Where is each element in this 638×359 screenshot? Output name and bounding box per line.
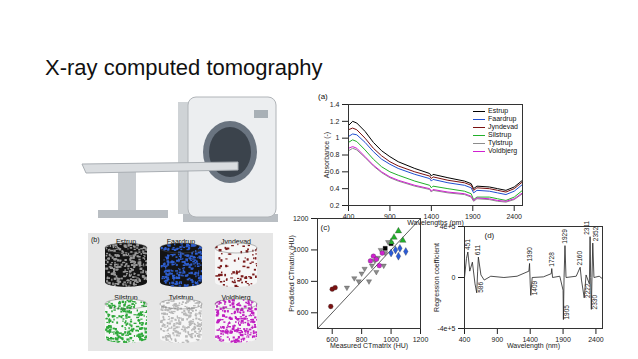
svg-text:Faardrup: Faardrup <box>166 238 196 245</box>
html-text:Tylstrup: Tylstrup <box>488 139 513 146</box>
svg-text:(d): (d) <box>485 231 495 240</box>
svg-text:0.6: 0.6 <box>330 168 340 175</box>
svg-text:900: 900 <box>384 213 396 220</box>
html-text:Voldbjerg: Voldbjerg <box>488 147 518 154</box>
svg-text:400: 400 <box>459 336 471 343</box>
svg-text:4e+5: 4e+5 <box>440 223 456 230</box>
svg-text:Wavelength (nm): Wavelength (nm) <box>507 342 560 350</box>
svg-text:Estrup: Estrup <box>115 238 137 245</box>
svg-text:2352: 2352 <box>592 226 599 241</box>
svg-text:-4e+5: -4e+5 <box>437 325 455 332</box>
svg-text:1929: 1929 <box>561 229 568 244</box>
svg-text:1900: 1900 <box>465 213 481 220</box>
svg-text:Voldbjerg: Voldbjerg <box>221 294 251 301</box>
svg-text:Tylstrup: Tylstrup <box>168 294 194 301</box>
svg-text:1000: 1000 <box>383 336 399 344</box>
svg-text:1200: 1200 <box>413 336 429 343</box>
svg-text:1900: 1900 <box>555 336 571 344</box>
svg-text:800: 800 <box>297 278 309 285</box>
svg-text:1409: 1409 <box>531 281 538 296</box>
svg-text:2160: 2160 <box>576 251 583 266</box>
svg-text:800: 800 <box>355 336 368 344</box>
svg-text:1200: 1200 <box>293 215 309 222</box>
svg-text:451: 451 <box>464 239 471 250</box>
svg-text:Predicted CTmatrix (HU): Predicted CTmatrix (HU) <box>288 235 296 312</box>
svg-text:1.4: 1.4 <box>330 101 340 108</box>
svg-text:1400: 1400 <box>423 213 440 221</box>
svg-text:586: 586 <box>477 282 484 293</box>
svg-text:1000: 1000 <box>292 246 309 254</box>
html-text:Silstrup: Silstrup <box>488 131 512 138</box>
svg-text:600: 600 <box>326 336 339 344</box>
svg-text:2400: 2400 <box>506 213 522 220</box>
svg-text:(c): (c) <box>321 223 331 232</box>
svg-text:600: 600 <box>297 309 309 316</box>
svg-text:2222: 2222 <box>584 283 591 298</box>
html-text:(a): (a) <box>318 92 328 101</box>
html-text:X-ray computed tomography: X-ray computed tomography <box>45 55 323 80</box>
svg-text:1390: 1390 <box>526 247 533 262</box>
svg-text:1.2: 1.2 <box>330 118 340 125</box>
svg-text:Regression coefficient: Regression coefficient <box>433 243 441 312</box>
svg-text:900: 900 <box>492 336 504 343</box>
svg-text:0.8: 0.8 <box>330 151 340 158</box>
svg-text:2330: 2330 <box>591 295 598 310</box>
svg-text:Measured CTmatrix (HU): Measured CTmatrix (HU) <box>330 342 408 350</box>
html-text:Faardrup: Faardrup <box>488 115 517 122</box>
svg-text:611: 611 <box>474 244 481 255</box>
svg-text:1400: 1400 <box>522 336 538 344</box>
svg-text:(b): (b) <box>91 236 100 244</box>
svg-text:0.2: 0.2 <box>330 202 340 209</box>
svg-text:1: 1 <box>336 134 340 141</box>
svg-text:0: 0 <box>452 274 456 281</box>
svg-text:Silstrup: Silstrup <box>114 294 138 301</box>
html-text:Estrup: Estrup <box>488 107 509 114</box>
svg-text:1728: 1728 <box>548 252 555 267</box>
svg-text:400: 400 <box>343 213 355 220</box>
svg-text:Absorbance (-): Absorbance (-) <box>323 132 331 178</box>
svg-text:0.4: 0.4 <box>330 185 340 192</box>
svg-text:Jyndevad: Jyndevad <box>221 238 251 245</box>
svg-text:2400: 2400 <box>588 336 604 343</box>
html-text:Jyndevad: Jyndevad <box>488 123 518 130</box>
svg-text:2311: 2311 <box>583 220 590 234</box>
svg-text:Wavelengths (nm): Wavelengths (nm) <box>407 218 464 226</box>
svg-text:1905: 1905 <box>563 305 570 320</box>
